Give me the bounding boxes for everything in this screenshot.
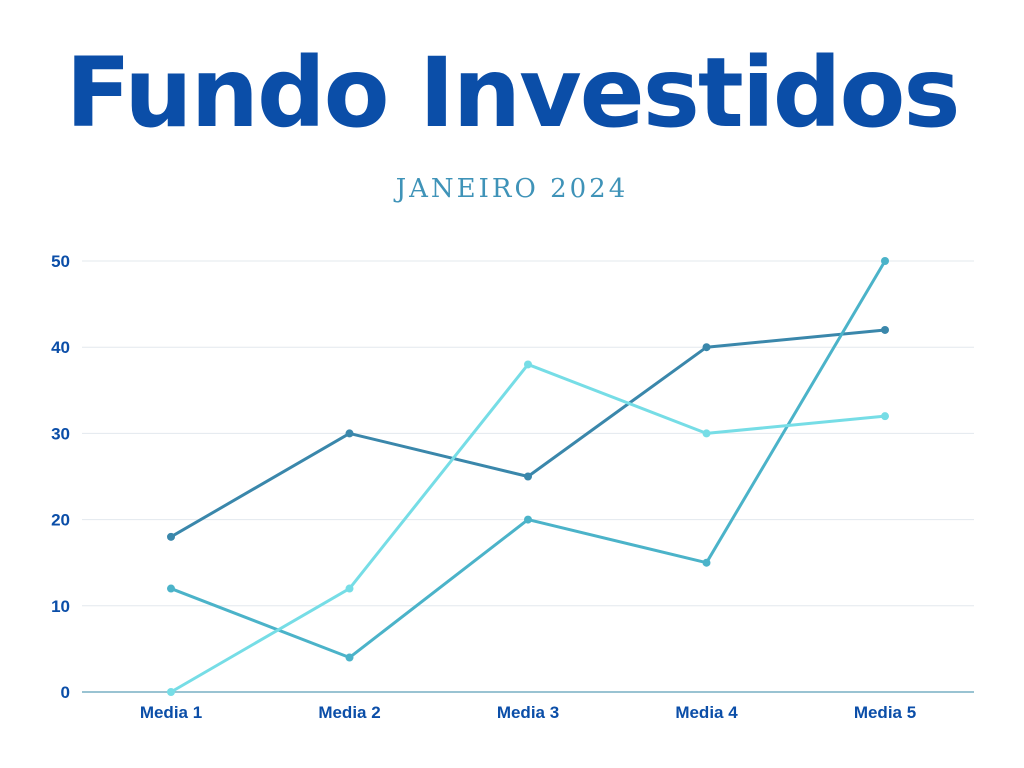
- data-point: [524, 472, 532, 481]
- chart-title: Fundo Investidos: [65, 37, 960, 149]
- data-point: [345, 429, 354, 438]
- data-point: [881, 412, 889, 421]
- y-tick-label: 0: [61, 683, 70, 702]
- series-line: [169, 259, 887, 660]
- data-point: [345, 584, 354, 593]
- series-3: [167, 360, 889, 696]
- y-tick-label: 10: [51, 597, 70, 616]
- data-point: [167, 532, 175, 541]
- data-point: [345, 653, 354, 662]
- data-point: [167, 688, 175, 696]
- series-2: [167, 257, 889, 662]
- data-point: [702, 429, 711, 438]
- y-tick-label: 30: [51, 424, 70, 443]
- data-point: [702, 343, 711, 352]
- y-tick-label: 50: [51, 252, 70, 271]
- series-1: [167, 325, 889, 541]
- data-point: [524, 360, 532, 369]
- x-tick-label: Media 1: [140, 703, 202, 722]
- data-point: [881, 325, 889, 334]
- y-axis-ticks: 0 10 20 30 40 50: [51, 252, 70, 702]
- y-tick-label: 20: [51, 511, 70, 530]
- y-tick-label: 40: [51, 338, 70, 357]
- x-tick-label: Media 2: [318, 703, 380, 722]
- x-tick-label: Media 3: [497, 703, 559, 722]
- x-tick-label: Media 5: [854, 703, 916, 722]
- series-lines: [167, 257, 889, 696]
- series-line: [169, 362, 887, 694]
- data-point: [524, 515, 532, 524]
- x-tick-label: Media 4: [675, 703, 738, 722]
- data-point: [167, 584, 175, 593]
- data-point: [881, 257, 889, 265]
- chart-subtitle: JANEIRO 2024: [395, 174, 629, 204]
- x-axis-ticks: Media 1 Media 2 Media 3 Media 4 Media 5: [140, 703, 916, 722]
- data-point: [702, 558, 711, 567]
